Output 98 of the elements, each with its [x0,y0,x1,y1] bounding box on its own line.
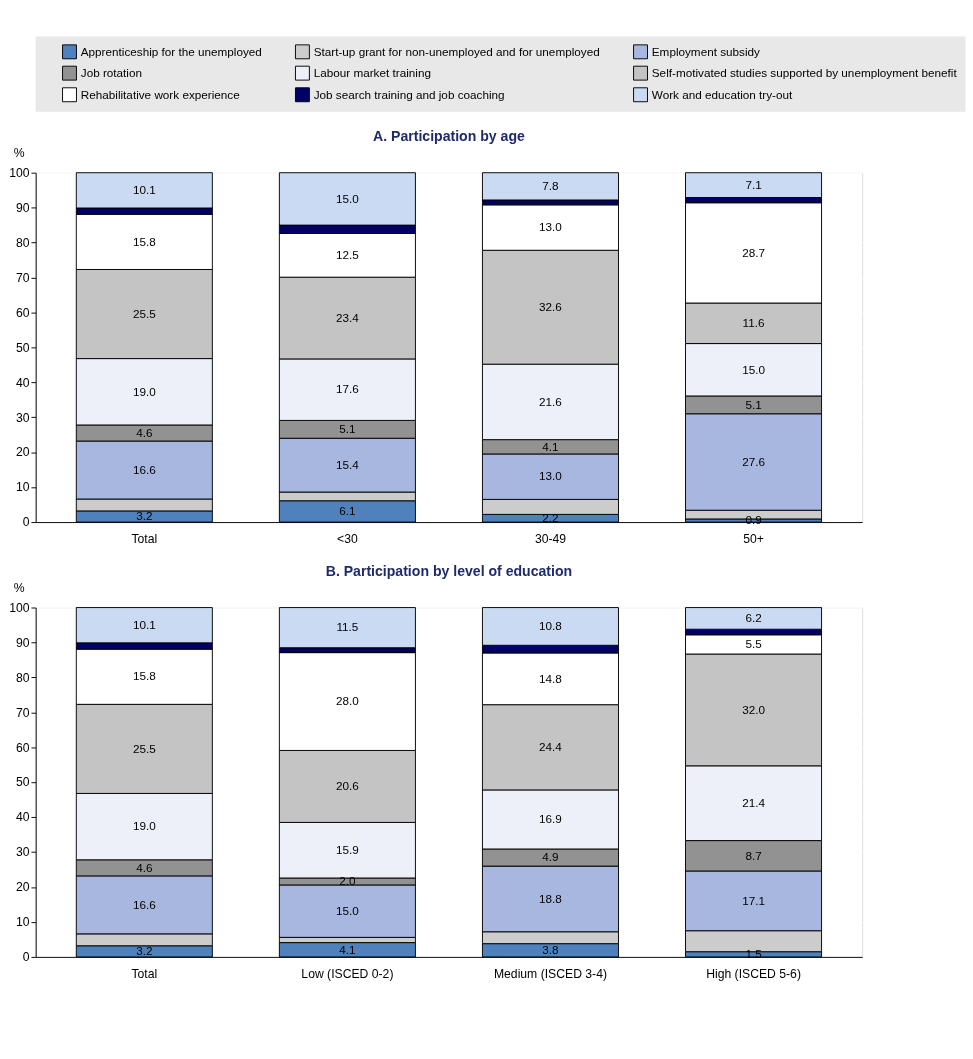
x-tick-label: 50+ [743,532,764,547]
x-tick-label: Total [131,967,158,982]
legend-label: Apprenticeship for the unemployed [80,44,262,58]
data-label: 21.6 [539,394,562,408]
data-label: 2.2 [542,511,559,524]
y-tick-label: 70 [16,270,30,285]
data-label: 8.7 [745,848,762,862]
data-label: 16.6 [132,462,156,476]
data-label: 15.8 [132,669,157,683]
y-tick-label: 10 [16,915,30,930]
data-label: 3.2 [136,509,153,523]
x-tick-label: 30-49 [534,532,567,547]
data-label: 7.8 [542,179,560,193]
data-label: 10.8 [539,619,563,633]
data-label: 20.6 [335,779,359,793]
data-label: 14.8 [539,671,563,685]
data-label: 4.6 [136,860,153,874]
y-tick-label: 10 [16,480,30,495]
data-label: 3.8 [542,943,560,957]
legend-label: Start-up grant for non-unemployed and for unemployed [313,44,600,58]
data-label: 6.2 [745,611,762,625]
data-label: 5.5 [745,637,763,651]
data-label: 21.4 [742,795,766,809]
data-label: 23.4 [335,310,360,324]
data-label: 28.0 [335,694,360,708]
data-label: 17.1 [742,893,765,907]
y-tick-label: 50 [16,775,30,790]
data-label: 16.6 [132,897,156,911]
data-label: 15.0 [742,362,766,376]
legend-label: Employment subsidy [651,44,761,58]
y-tick-label: 60 [16,305,30,320]
x-tick-label: Low (ISCED 0-2) [301,967,394,982]
legend-label: Self-motivated studies supported by unemployment benefit [651,65,958,79]
data-label: 3.2 [136,944,153,958]
data-label: 5.1 [745,397,762,411]
y-tick-label: 90 [16,200,30,215]
data-label: 11.6 [742,316,765,330]
y-axis-title: % [13,581,25,596]
data-label: 32.6 [539,299,562,313]
bar [278,607,416,649]
data-label: 25.5 [132,741,157,755]
y-tick-label: 50 [16,340,30,355]
data-label: 15.0 [335,903,360,917]
y-tick-label: 80 [16,670,30,685]
data-label: 17.6 [335,382,359,396]
data-label: 27.6 [742,454,765,468]
legend-label: Job rotation [80,65,143,79]
legend-label: Rehabilitative work experience [80,87,240,101]
y-tick-label: 80 [16,235,30,250]
data-label: 18.8 [539,891,563,905]
data-label: 6.1 [339,504,356,518]
legend-label: Work and education try-out [651,87,794,101]
x-tick-label: <30 [337,532,358,547]
data-label: 12.5 [335,248,360,262]
data-label: 13.0 [539,469,563,483]
data-label: 4.6 [136,425,153,439]
legend-label: Labour market training [313,65,431,79]
data-label: 5.1 [339,422,356,436]
data-label: 32.0 [742,702,766,716]
data-label: 15.4 [335,457,360,471]
y-tick-label: 100 [9,165,30,180]
data-label: 13.0 [539,220,563,234]
data-label: 24.4 [539,740,563,754]
data-label: 11.5 [336,620,359,634]
data-label: 16.9 [539,812,562,826]
data-label: 15.9 [335,842,359,856]
data-label: 19.0 [132,384,157,398]
data-label: 28.7 [742,245,765,259]
y-tick-label: 70 [16,705,30,720]
y-tick-label: 30 [16,845,30,860]
data-label: 15.0 [335,191,360,205]
data-label: 4.9 [542,850,559,864]
y-tick-label: 40 [16,810,30,825]
data-label: 7.1 [745,177,762,191]
x-tick-label: Medium (ISCED 3-4) [493,967,608,982]
data-label: 10.1 [132,183,156,197]
data-label: 25.5 [132,306,157,320]
y-tick-label: 100 [9,600,30,615]
y-tick-label: 20 [16,880,30,895]
y-axis-title: % [13,146,25,161]
y-tick-label: 90 [16,635,30,650]
y-tick-label: 30 [16,410,30,425]
data-label: 4.1 [339,942,356,956]
y-tick-label: 60 [16,740,30,755]
chart-title: A. Participation by age [373,127,525,144]
data-label: 15.8 [132,234,157,248]
y-tick-label: 0 [22,515,30,530]
data-label: 19.0 [132,819,157,833]
y-tick-label: 20 [16,445,30,460]
y-tick-label: 40 [16,375,30,390]
x-tick-label: Total [131,532,158,547]
data-label: 0.9 [745,513,762,527]
y-tick-label: 0 [22,950,30,965]
data-label: 4.1 [542,439,559,453]
chart-title: B. Participation by level of education [325,562,573,579]
legend-label: Job search training and job coaching [313,87,505,101]
data-label: 10.1 [132,617,156,631]
x-tick-label: High (ISCED 5-6) [706,967,801,982]
